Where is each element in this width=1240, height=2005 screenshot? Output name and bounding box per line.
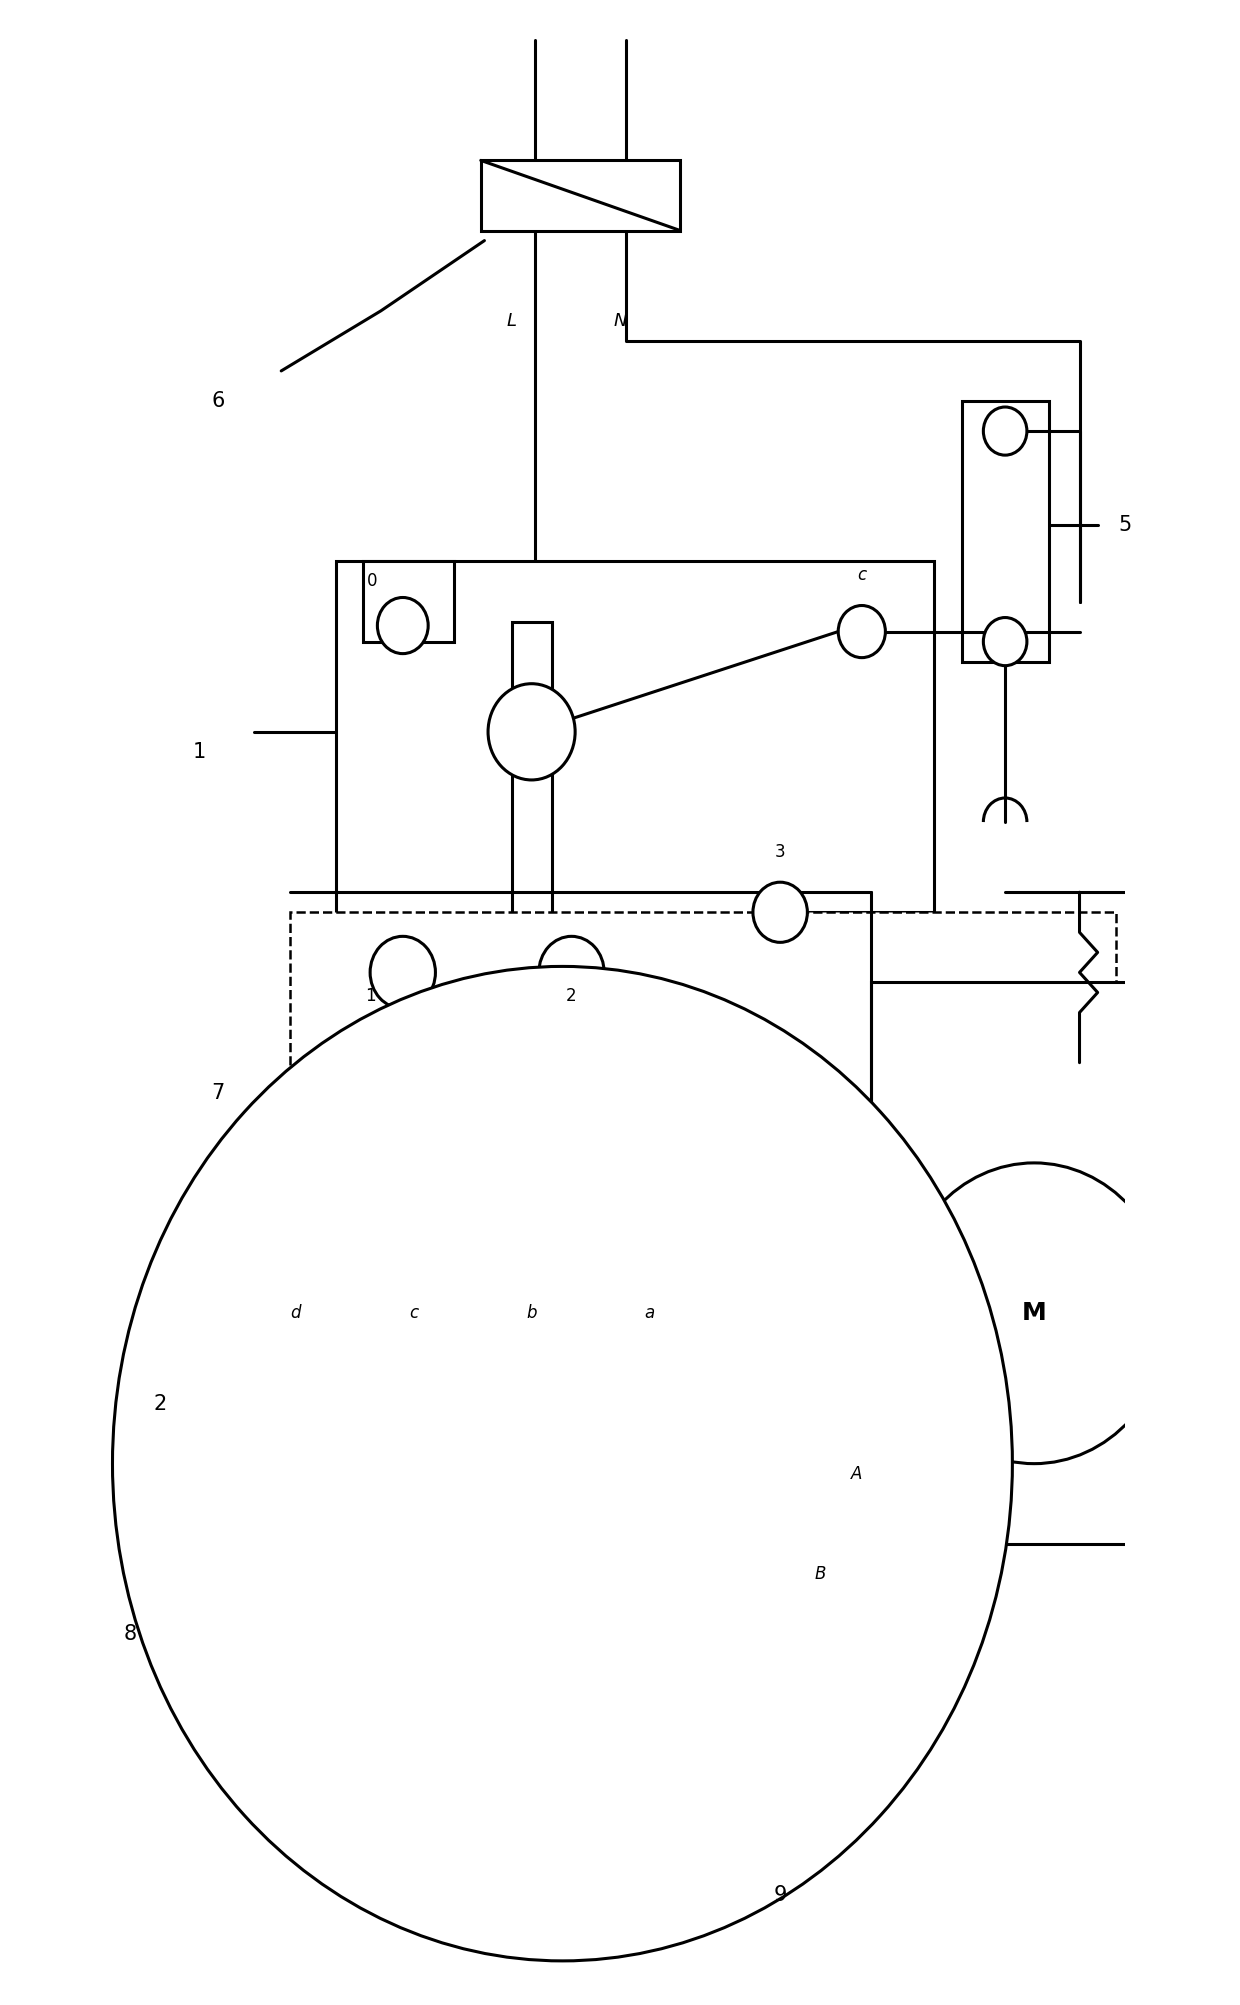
Bar xyxy=(290,912,1116,1223)
Circle shape xyxy=(377,597,428,654)
Text: 0: 0 xyxy=(367,573,377,589)
Text: L: L xyxy=(507,313,517,329)
Text: 9: 9 xyxy=(774,1885,787,1905)
Text: a: a xyxy=(645,1305,655,1321)
Text: 5: 5 xyxy=(1118,515,1131,535)
Bar xyxy=(870,982,1198,1544)
Text: 7: 7 xyxy=(211,1083,224,1103)
Bar xyxy=(961,401,1049,662)
Bar xyxy=(263,1383,763,1654)
Circle shape xyxy=(838,606,885,658)
Text: 1: 1 xyxy=(193,742,206,762)
Text: 2: 2 xyxy=(153,1393,166,1414)
Circle shape xyxy=(489,684,575,780)
Text: B: B xyxy=(815,1566,826,1582)
Text: N: N xyxy=(614,313,627,329)
Text: 8: 8 xyxy=(124,1624,138,1644)
Text: 2: 2 xyxy=(567,988,577,1005)
Circle shape xyxy=(539,936,604,1009)
Bar xyxy=(512,622,552,982)
Bar xyxy=(481,160,681,231)
Text: b: b xyxy=(526,1305,537,1321)
Circle shape xyxy=(983,407,1027,455)
Bar xyxy=(336,561,935,1002)
Bar xyxy=(363,561,454,642)
Text: d: d xyxy=(290,1305,301,1321)
Text: 3: 3 xyxy=(775,844,785,860)
Circle shape xyxy=(753,882,807,942)
Text: c: c xyxy=(409,1305,418,1321)
Circle shape xyxy=(370,936,435,1009)
Text: 6: 6 xyxy=(211,391,224,411)
Circle shape xyxy=(983,618,1027,666)
Circle shape xyxy=(898,1163,1171,1464)
Text: 1: 1 xyxy=(365,988,376,1005)
Text: c: c xyxy=(857,567,867,583)
Text: A: A xyxy=(851,1466,862,1482)
Text: M: M xyxy=(1022,1301,1047,1325)
Circle shape xyxy=(113,966,1012,1961)
